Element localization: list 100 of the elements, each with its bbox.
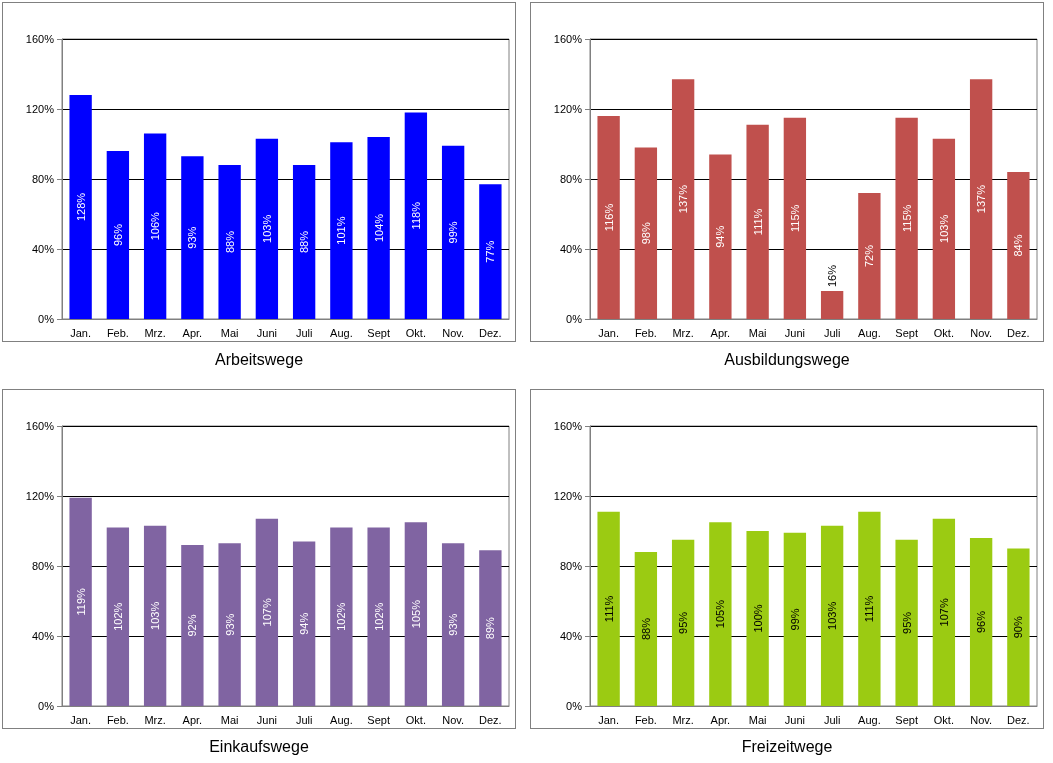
data-label: 94%	[298, 612, 311, 635]
x-tick-label: Dez.	[479, 326, 502, 339]
bar	[783, 532, 807, 706]
x-tick-label: Juli	[823, 713, 841, 726]
x-tick-label: Dez.	[479, 713, 502, 726]
x-tick-label: Feb.	[106, 326, 129, 339]
data-label: 115%	[900, 204, 913, 233]
bar	[69, 95, 92, 319]
text: Ausbildungswege	[724, 350, 850, 368]
data-label: 95%	[900, 611, 913, 634]
bar	[181, 156, 204, 319]
x-tick-label: Mrz.	[144, 326, 166, 339]
data-label: 96%	[975, 610, 988, 634]
x-tick-label: Mai	[748, 326, 767, 339]
bar	[671, 539, 695, 706]
bar	[969, 538, 993, 706]
bar	[746, 531, 769, 706]
data-label: 90%	[1012, 616, 1025, 639]
bar	[292, 165, 316, 319]
y-tick-label: 160%	[25, 420, 55, 432]
x-tick-label: Sept	[367, 713, 390, 726]
data-label: 92%	[186, 614, 199, 637]
x-tick-label: Juli	[295, 713, 313, 726]
bar	[143, 525, 167, 706]
data-label: 88%	[639, 617, 652, 641]
y-tick-label: 80%	[31, 560, 55, 572]
bar	[597, 116, 620, 319]
x-tick-label: Nov.	[442, 713, 465, 726]
x-tick-label: Aug.	[858, 713, 881, 726]
data-label: 93%	[447, 613, 460, 636]
y-tick-label: 120%	[25, 490, 55, 502]
y-tick-label: 40%	[559, 243, 583, 255]
x-tick-label: Juli	[295, 326, 313, 339]
bar	[106, 527, 130, 706]
data-label: 93%	[186, 226, 199, 249]
y-tick-label: 160%	[553, 420, 583, 432]
bar	[820, 291, 844, 319]
x-tick-label: Apr.	[182, 326, 203, 339]
data-label: 95%	[677, 611, 690, 634]
data-label: 101%	[335, 216, 348, 245]
bar	[367, 137, 390, 319]
data-label: 16%	[826, 264, 839, 287]
data-label: 107%	[937, 598, 950, 627]
data-label: 98%	[639, 222, 652, 245]
y-tick-label: 40%	[559, 630, 583, 642]
y-tick-label: 0%	[566, 700, 583, 712]
text: Arbeitswege	[214, 350, 304, 368]
data-label: 128%	[74, 192, 87, 222]
bar	[143, 133, 167, 319]
x-tick-label: Juni	[784, 326, 805, 339]
y-tick-label: 0%	[566, 313, 583, 325]
x-tick-label: Feb.	[634, 713, 657, 726]
bar	[746, 124, 769, 319]
bar	[709, 154, 732, 319]
bar	[932, 518, 956, 706]
data-label: 103%	[826, 601, 839, 630]
x-tick-label: Nov.	[970, 326, 993, 339]
x-tick-label: Jan.	[70, 713, 92, 726]
x-tick-label: Nov.	[442, 326, 465, 339]
x-tick-label: Jan.	[70, 326, 92, 339]
x-tick-label: Mrz.	[672, 713, 694, 726]
data-label: 106%	[149, 211, 162, 241]
bar	[255, 518, 279, 706]
data-label: 116%	[602, 203, 615, 232]
x-tick-label: Okt.	[933, 326, 954, 339]
data-label: 105%	[409, 599, 422, 629]
data-label: 102%	[111, 602, 124, 631]
bar	[330, 142, 353, 319]
data-label: 104%	[372, 213, 385, 243]
y-tick-label: 40%	[31, 243, 55, 255]
data-label: 72%	[863, 244, 876, 268]
data-label: 88%	[223, 230, 236, 254]
x-tick-label: Aug.	[330, 713, 353, 726]
x-tick-label: Okt.	[405, 326, 426, 339]
bar	[218, 165, 241, 319]
x-tick-label: Juli	[823, 326, 841, 339]
x-tick-label: Juni	[256, 326, 277, 339]
x-tick-label: Okt.	[933, 713, 954, 726]
data-label: 100%	[751, 604, 764, 633]
data-label: 93%	[223, 613, 236, 636]
x-tick-label: Dez.	[1007, 713, 1030, 726]
x-tick-label: Juni	[784, 713, 805, 726]
y-tick-label: 40%	[31, 630, 55, 642]
y-tick-label: 120%	[553, 103, 583, 115]
bar	[597, 511, 620, 706]
data-label: 89%	[484, 616, 497, 640]
bar	[1007, 548, 1030, 706]
y-tick-label: 120%	[25, 103, 55, 115]
data-label: 96%	[111, 223, 124, 247]
data-label: 84%	[1012, 234, 1025, 257]
data-label: 115%	[788, 204, 801, 233]
bar	[181, 545, 204, 706]
y-tick-label: 80%	[559, 560, 583, 572]
y-tick-label: 80%	[559, 173, 583, 185]
y-tick-label: 0%	[38, 313, 55, 325]
bar	[479, 550, 502, 706]
text: Freizeitwege	[741, 737, 833, 755]
bar	[255, 138, 279, 319]
text: Einkaufswege	[209, 737, 309, 755]
x-tick-label: Apr.	[710, 713, 731, 726]
